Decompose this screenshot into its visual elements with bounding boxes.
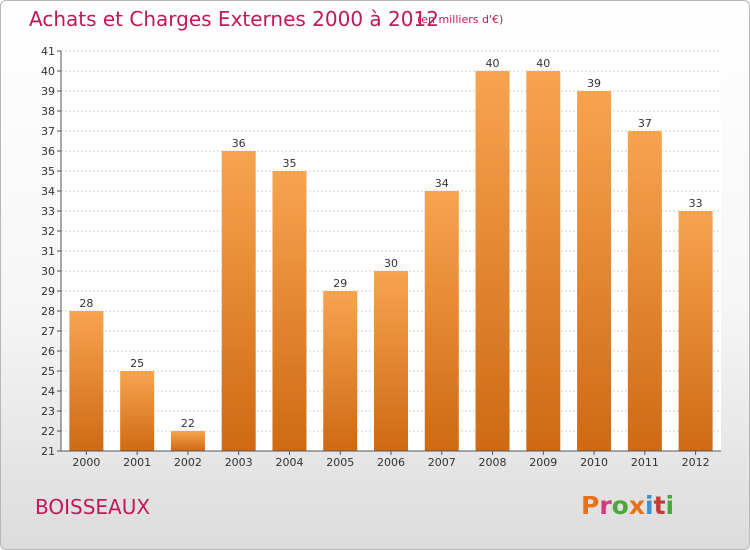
data-label-2000: 28 xyxy=(79,297,93,310)
y-tick-label: 30 xyxy=(41,265,55,278)
y-tick-label: 27 xyxy=(41,325,55,338)
bar-2000 xyxy=(69,311,104,451)
bar-2005 xyxy=(323,291,358,451)
bar-2008 xyxy=(475,71,510,451)
bar-2003 xyxy=(221,151,256,451)
bar-2004 xyxy=(272,171,307,451)
bar-2012 xyxy=(678,211,713,451)
y-tick-label: 25 xyxy=(41,365,55,378)
x-tick-label-2011: 2011 xyxy=(631,456,659,469)
x-tick-label-2003: 2003 xyxy=(225,456,253,469)
chart-title: Achats et Charges Externes 2000 à 2012 xyxy=(29,7,439,31)
y-tick-label: 23 xyxy=(41,405,55,418)
proxiti-logo: Proxiti xyxy=(581,491,675,520)
x-tick-label-2007: 2007 xyxy=(428,456,456,469)
y-tick-label: 21 xyxy=(41,445,55,458)
y-tick-label: 37 xyxy=(41,125,55,138)
y-tick-label: 24 xyxy=(41,385,55,398)
y-tick-label: 33 xyxy=(41,205,55,218)
x-tick-label-2005: 2005 xyxy=(326,456,354,469)
y-tick-label: 38 xyxy=(41,105,55,118)
bar-2006 xyxy=(374,271,408,451)
bar-2011 xyxy=(627,131,662,451)
data-label-2007: 34 xyxy=(435,177,449,190)
y-tick-label: 26 xyxy=(41,345,55,358)
y-tick-label: 34 xyxy=(41,185,55,198)
bar-2009 xyxy=(526,71,561,451)
x-tick-label-2004: 2004 xyxy=(275,456,303,469)
data-label-2005: 29 xyxy=(333,277,347,290)
y-tick-label: 32 xyxy=(41,225,55,238)
y-tick-label: 41 xyxy=(41,45,55,58)
bar-2010 xyxy=(577,91,612,451)
x-tick-label-2001: 2001 xyxy=(123,456,151,469)
commune-name: BOISSEAUX xyxy=(35,495,151,519)
data-label-2003: 36 xyxy=(232,137,246,150)
y-tick-label: 35 xyxy=(41,165,55,178)
data-label-2011: 37 xyxy=(638,117,652,130)
x-tick-label-2002: 2002 xyxy=(174,456,202,469)
y-tick-label: 39 xyxy=(41,85,55,98)
x-tick-label-2009: 2009 xyxy=(529,456,557,469)
data-label-2010: 39 xyxy=(587,77,601,90)
x-tick-label-2000: 2000 xyxy=(72,456,100,469)
data-label-2008: 40 xyxy=(486,57,500,70)
y-tick-label: 22 xyxy=(41,425,55,438)
x-tick-label-2010: 2010 xyxy=(580,456,608,469)
data-label-2009: 40 xyxy=(536,57,550,70)
x-tick-label-2012: 2012 xyxy=(682,456,710,469)
y-tick-label: 36 xyxy=(41,145,55,158)
bar-2002 xyxy=(170,431,205,451)
bar-2001 xyxy=(120,371,155,451)
data-label-2006: 30 xyxy=(384,257,398,270)
y-tick-label: 31 xyxy=(41,245,55,258)
data-label-2001: 25 xyxy=(130,357,144,370)
data-label-2004: 35 xyxy=(282,157,296,170)
y-tick-label: 29 xyxy=(41,285,55,298)
y-tick-label: 40 xyxy=(41,65,55,78)
y-tick-label: 28 xyxy=(41,305,55,318)
data-label-2002: 22 xyxy=(181,417,195,430)
data-label-2012: 33 xyxy=(689,197,703,210)
x-tick-label-2006: 2006 xyxy=(377,456,405,469)
x-tick-label-2008: 2008 xyxy=(479,456,507,469)
bar-2007 xyxy=(424,191,459,451)
chart-subtitle: (en milliers d'€) xyxy=(417,13,504,26)
